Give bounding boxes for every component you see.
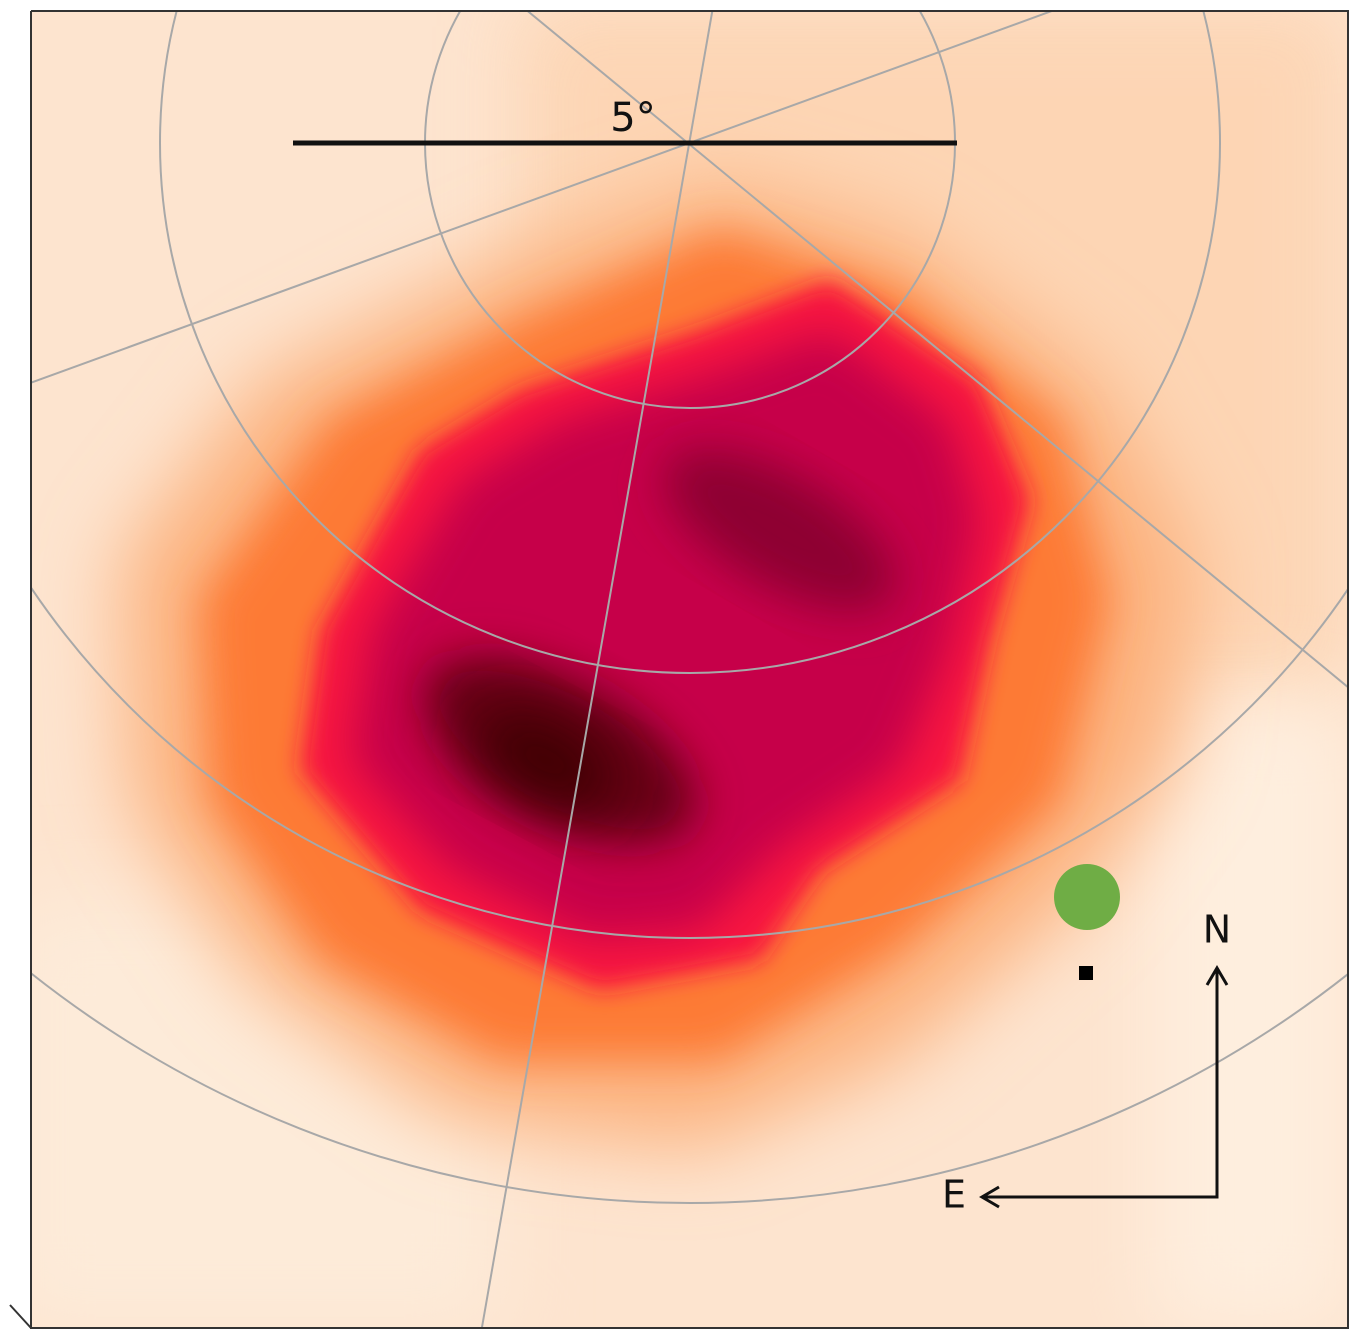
source-marker <box>1079 966 1093 980</box>
compass-east: E <box>942 1173 966 1217</box>
page: 5° N E (() => { const data = JSON.parse(… <box>0 0 1350 1330</box>
probability-map <box>0 0 1350 1330</box>
marker <box>1054 864 1120 930</box>
sky-map: 5° N E <box>0 0 1350 1330</box>
scale-label: 5° <box>610 95 655 141</box>
compass-north: N <box>1203 908 1231 952</box>
frame-edge <box>10 1305 31 1328</box>
